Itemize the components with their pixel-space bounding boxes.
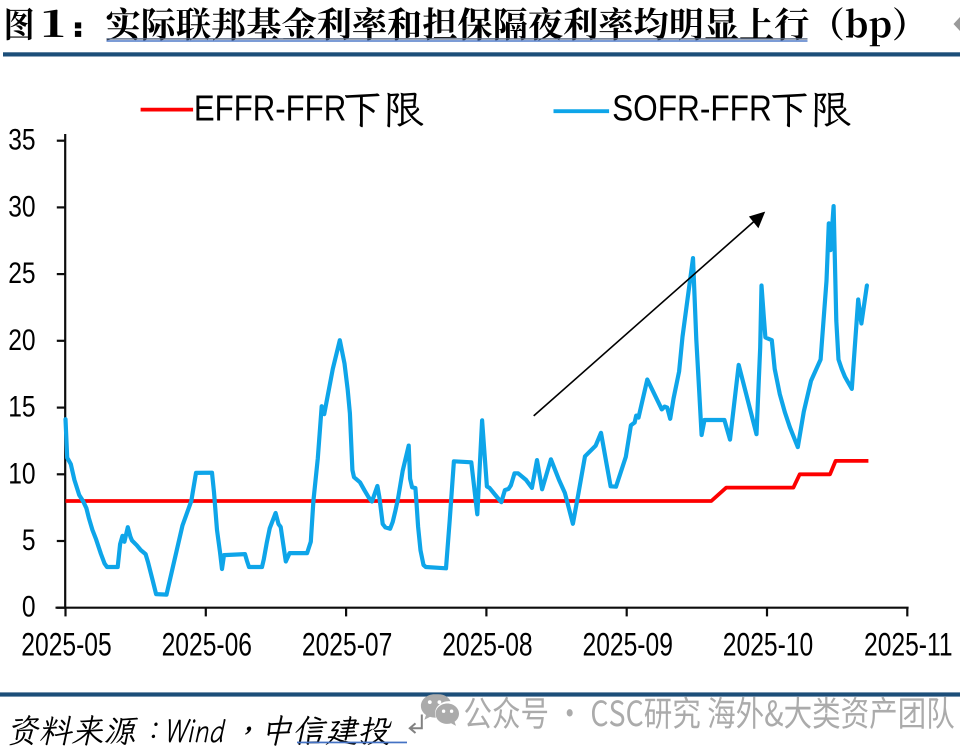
svg-text:2025-09: 2025-09 [583,627,673,663]
svg-text:10: 10 [8,456,35,490]
svg-text:15: 15 [8,389,35,423]
svg-text:0: 0 [22,589,36,623]
svg-text:2025-06: 2025-06 [162,627,252,663]
svg-text:EFFR-FFR: EFFR-FFR [194,90,346,130]
svg-text:30: 30 [8,189,35,223]
svg-text:2025-08: 2025-08 [442,627,532,663]
svg-text:20: 20 [8,322,35,356]
svg-text:2025-05: 2025-05 [21,627,111,663]
svg-text:2025-07: 2025-07 [302,627,392,663]
svg-text:35: 35 [8,122,35,156]
svg-text:SOFR-FFR: SOFR-FFR [612,89,772,129]
svg-text:5: 5 [22,523,36,557]
svg-text:25: 25 [8,256,35,290]
svg-text:2025-10: 2025-10 [723,627,813,663]
svg-text:2025-11: 2025-11 [864,627,953,663]
